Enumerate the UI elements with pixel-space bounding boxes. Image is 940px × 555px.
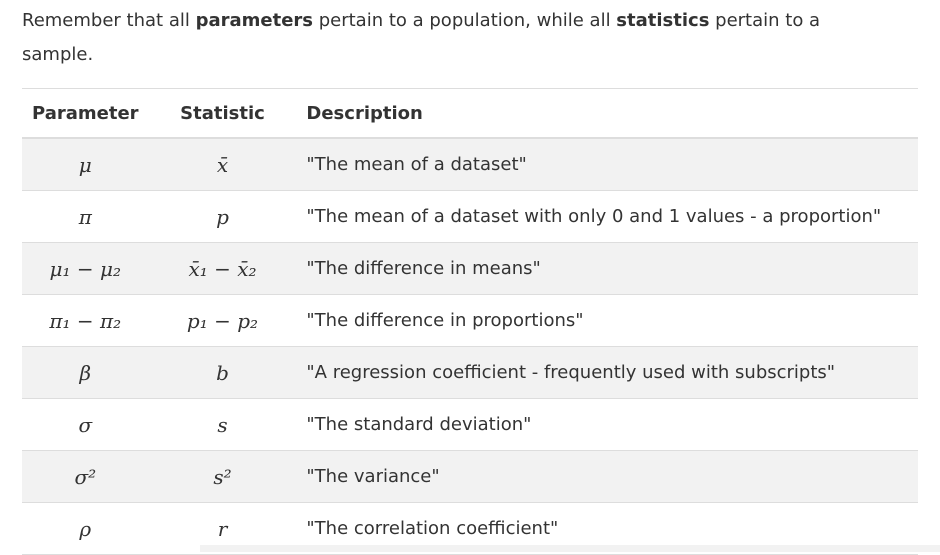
- parameter-cell: σ: [22, 398, 149, 451]
- description-cell: "The variance": [296, 450, 918, 503]
- parameter-cell: μ: [22, 138, 149, 191]
- statistic-cell: x̄: [148, 138, 297, 191]
- table-row: μ x̄ "The mean of a dataset": [22, 138, 918, 191]
- statistic-cell: p: [148, 190, 297, 243]
- parameter-cell: π: [22, 190, 149, 243]
- parameter-cell: σ²: [22, 450, 149, 503]
- table-row: π₁ − π₂ p₁ − p₂ "The difference in propo…: [22, 294, 918, 347]
- table-body: μ x̄ "The mean of a dataset" π p "The me…: [22, 138, 918, 555]
- parameter-cell: π₁ − π₂: [22, 294, 149, 347]
- table-row: π p "The mean of a dataset with only 0 a…: [22, 190, 918, 243]
- parameter-cell: ρ: [22, 502, 149, 555]
- statistic-cell: p₁ − p₂: [148, 294, 297, 347]
- statistic-cell: s²: [148, 450, 297, 503]
- intro-bold-statistics: statistics: [616, 10, 710, 31]
- table-row: σ s "The standard deviation": [22, 398, 918, 451]
- intro-paragraph: Remember that all parameters pertain to …: [22, 4, 862, 72]
- description-cell: "The difference in means": [296, 242, 918, 295]
- parameter-cell: μ₁ − μ₂: [22, 242, 149, 295]
- scroll-edge-shade: [200, 545, 940, 552]
- description-cell: "The mean of a dataset with only 0 and 1…: [296, 190, 918, 243]
- header-row: Parameter Statistic Description: [22, 88, 918, 139]
- description-cell: "The standard deviation": [296, 398, 918, 451]
- table-header: Parameter Statistic Description: [22, 88, 918, 139]
- statistic-cell: s: [148, 398, 297, 451]
- intro-text-3: pertain to a sample.: [22, 10, 821, 65]
- table-row: μ₁ − μ₂ x̄₁ − x̄₂ "The difference in mea…: [22, 242, 918, 295]
- description-cell: "The mean of a dataset": [296, 138, 918, 191]
- description-cell: "A regression coefficient - frequently u…: [296, 346, 918, 399]
- description-cell: "The difference in proportions": [296, 294, 918, 347]
- statistic-cell: b: [148, 346, 297, 399]
- table-row: σ² s² "The variance": [22, 450, 918, 503]
- parameter-cell: β: [22, 346, 149, 399]
- statistic-cell: x̄₁ − x̄₂: [148, 242, 297, 295]
- header-statistic: Statistic: [148, 88, 297, 139]
- header-parameter: Parameter: [22, 88, 149, 139]
- header-description: Description: [296, 88, 918, 139]
- intro-text-1: Remember that all: [22, 10, 196, 31]
- intro-bold-parameters: parameters: [195, 10, 313, 31]
- table-row: β b "A regression coefficient - frequent…: [22, 346, 918, 399]
- intro-text-2: pertain to a population, while all: [313, 10, 617, 31]
- parameters-statistics-table: Parameter Statistic Description μ x̄ "Th…: [22, 88, 918, 555]
